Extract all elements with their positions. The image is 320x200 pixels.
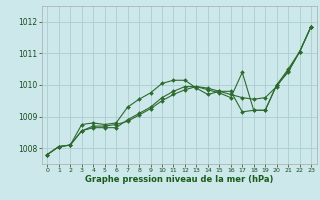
X-axis label: Graphe pression niveau de la mer (hPa): Graphe pression niveau de la mer (hPa) — [85, 175, 273, 184]
